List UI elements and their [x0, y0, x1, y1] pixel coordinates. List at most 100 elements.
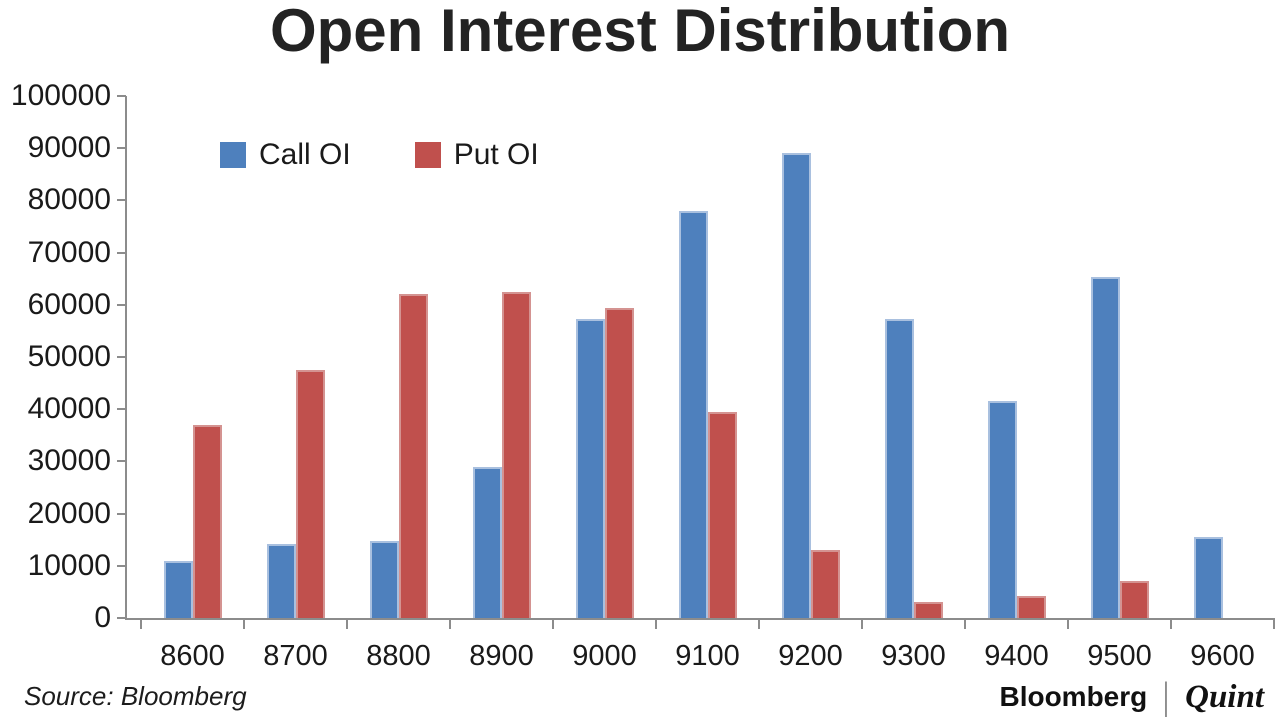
call-oi-bar-9200 [781, 153, 811, 618]
x-axis-tick-label: 9200 [778, 640, 843, 672]
x-axis-tick-mark [1067, 618, 1069, 629]
call-oi-bar-9400 [987, 401, 1017, 618]
chart-title: Open Interest Distribution [269, 0, 1011, 64]
call-oi-bar-9600 [1193, 537, 1223, 618]
put-oi-bar-9100 [707, 412, 737, 618]
bar-pair [553, 96, 656, 618]
category-group-9500: 9500 [1068, 96, 1171, 672]
call-oi-bar-9000 [575, 319, 605, 618]
bars-region: 8600 8700 8800 8900 9000 9100 9200 9300 9400 9500… [140, 96, 1275, 672]
x-axis-tick-mark [861, 618, 863, 629]
y-axis-tick-mark [117, 251, 126, 254]
category-group-9600: 9600 [1171, 96, 1274, 672]
category-group-8600: 8600 [141, 96, 244, 672]
put-oi-bar-9000 [604, 308, 634, 618]
x-axis-tick-mark [243, 618, 245, 629]
y-axis-tick-mark [117, 460, 126, 463]
x-axis-tick-label: 9500 [1087, 640, 1152, 672]
brand-quint-wordmark: Quint [1185, 678, 1264, 715]
call-oi-swatch [220, 142, 246, 168]
y-axis-tick-label: 30000 [27, 444, 111, 478]
y-axis-tick-label: 60000 [27, 287, 111, 321]
put-oi-bar-8900 [501, 292, 531, 618]
y-axis-tick-mark [117, 408, 126, 411]
put-oi-bar-9200 [810, 550, 840, 618]
call-oi-bar-9100 [678, 211, 708, 618]
y-axis-tick-label: 80000 [27, 183, 111, 217]
put-oi-bar-9300 [913, 602, 943, 618]
x-axis-tick-mark [140, 618, 142, 629]
put-oi-bar-9500 [1119, 581, 1149, 618]
y-axis-tick-label: 20000 [27, 496, 111, 530]
y-axis-tick-mark [117, 356, 126, 358]
bar-pair [244, 96, 347, 618]
put-oi-bar-8800 [398, 294, 428, 618]
y-axis-tick-mark [117, 512, 126, 515]
y-axis: 100000 90000 80000 70000 60000 50000 40000 3000… [0, 80, 126, 634]
category-group-8700: 8700 [244, 96, 347, 672]
bar-pair [141, 96, 244, 618]
bar-pair [862, 96, 965, 618]
bar-pair [965, 96, 1068, 618]
bar-pair [656, 96, 759, 618]
category-group-9200: 9200 [759, 96, 862, 672]
legend: Call OI Put OI [220, 138, 539, 172]
source-note: Source: Bloomberg [24, 681, 247, 711]
category-group-9000: 9000 [553, 96, 656, 672]
put-oi-bar-9400 [1016, 596, 1046, 618]
plot-area: 8600 8700 8800 8900 9000 9100 9200 9300 9400 9500… [125, 96, 1275, 672]
y-axis-tick-mark [117, 303, 126, 306]
call-oi-bar-8800 [369, 541, 399, 618]
category-group-8800: 8800 [347, 96, 450, 672]
legend-label-call-oi: Call OI [259, 138, 351, 171]
put-oi-swatch [414, 142, 441, 168]
x-axis-tick-label: 9300 [881, 640, 946, 672]
x-axis-tick-label: 9600 [1190, 640, 1255, 672]
x-axis-tick-mark [346, 618, 348, 629]
bar-pair [759, 96, 862, 618]
x-axis-tick-mark [758, 618, 760, 629]
put-oi-bar-8700 [295, 370, 325, 618]
y-axis-tick-mark [117, 617, 126, 619]
category-group-9300: 9300 [862, 96, 965, 672]
x-axis-tick-label: 8700 [263, 640, 328, 672]
brand-divider: | [1163, 676, 1170, 718]
x-axis-tick-mark [964, 618, 966, 629]
bar-pair [1171, 96, 1274, 618]
call-oi-bar-9300 [884, 319, 914, 618]
y-axis-tick-label: 50000 [27, 340, 111, 373]
x-axis-tick-mark [449, 618, 451, 629]
bar-pair [1068, 96, 1171, 618]
x-axis-tick-mark [1170, 618, 1172, 629]
x-axis-tick-mark [655, 618, 657, 629]
category-group-9100: 9100 [656, 96, 759, 672]
call-oi-bar-9500 [1090, 277, 1120, 618]
y-axis-tick-mark [117, 95, 126, 97]
call-oi-bar-8700 [266, 544, 296, 618]
legend-label-put-oi: Put OI [453, 138, 539, 171]
category-group-9400: 9400 [965, 96, 1068, 672]
y-axis-tick-label: 100000 [10, 79, 111, 112]
x-axis-tick-label: 8900 [469, 640, 534, 672]
x-axis-tick-mark [1273, 618, 1275, 629]
x-axis-tick-label: 9000 [572, 640, 637, 672]
x-axis-tick-label: 8600 [160, 640, 225, 672]
put-oi-bar-8600 [192, 425, 222, 618]
brand-logo: Bloomberg | Quint [999, 678, 1264, 716]
legend-item-put-oi: Put OI [414, 138, 539, 172]
y-axis-tick-mark [117, 564, 126, 567]
y-axis-tick-mark [117, 199, 126, 202]
legend-item-call-oi: Call OI [220, 138, 351, 172]
y-axis-tick-label: 40000 [27, 392, 111, 426]
y-axis-tick-label: 90000 [27, 131, 111, 165]
y-axis-tick-label: 10000 [27, 548, 111, 582]
call-oi-bar-8600 [163, 561, 193, 618]
call-oi-bar-8900 [472, 467, 502, 618]
x-axis-tick-label: 9400 [984, 640, 1049, 672]
bar-pair [347, 96, 450, 618]
y-axis-tick-label: 0 [94, 601, 111, 634]
x-axis-tick-label: 8800 [366, 640, 431, 672]
x-axis-tick-label: 9100 [675, 640, 740, 672]
y-axis-tick-mark [117, 147, 126, 150]
